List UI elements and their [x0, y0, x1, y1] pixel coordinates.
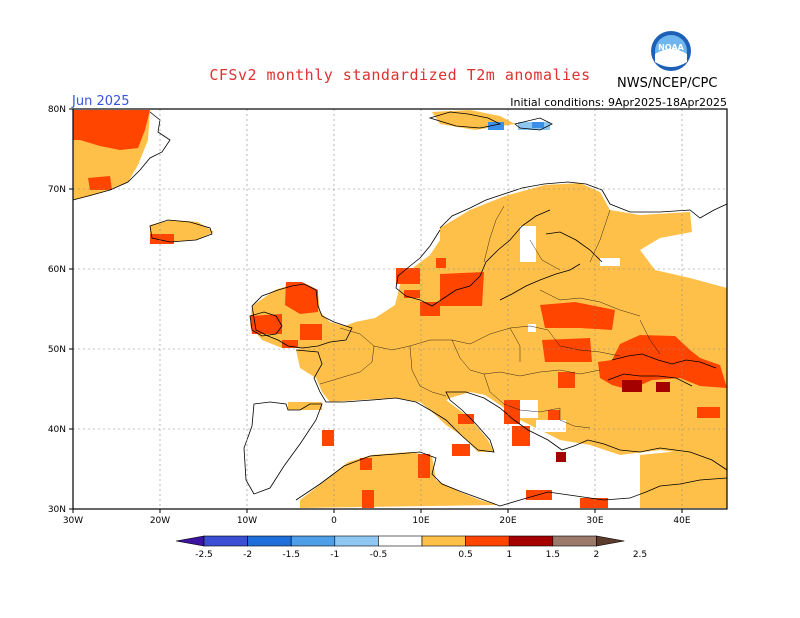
colorbar-label: 1	[506, 550, 512, 560]
colorbar-boxes	[175, 535, 625, 547]
map-title: CFSv2 monthly standardized T2m anomalies	[209, 66, 591, 84]
colorbar-box	[421, 535, 466, 547]
noaa-logo: NOAA	[651, 31, 691, 71]
colorbar-labels: -2.5 -2 -1.5 -1 -0.5 0.5 1 1.5 2 2.5	[195, 550, 647, 560]
colorbar-box	[508, 535, 554, 547]
map-frame	[72, 108, 728, 510]
lon-label: 40E	[673, 516, 690, 526]
lat-label: 60N	[48, 265, 66, 275]
tick-marks	[69, 108, 683, 513]
colorbar-label: -2	[243, 550, 252, 560]
svg-text:NOAA: NOAA	[658, 43, 684, 52]
colorbar-box	[465, 535, 510, 547]
colorbar-label: 2	[594, 550, 600, 560]
lat-label: 80N	[48, 105, 66, 115]
colorbar-label: -1	[330, 550, 339, 560]
lon-label: 10W	[237, 516, 257, 526]
agency-label: NWS/NCEP/CPC	[617, 76, 718, 91]
lon-label: 30E	[586, 516, 603, 526]
colorbar-arrow-right	[596, 535, 625, 547]
colorbar-box	[247, 535, 292, 547]
gridlines	[73, 109, 727, 509]
country-borders	[319, 205, 661, 429]
lon-label: 30W	[63, 516, 83, 526]
colorbar-box	[334, 535, 379, 547]
lat-label: 30N	[48, 505, 66, 515]
initial-conditions-label: Initial conditions: 9Apr2025-18Apr2025	[510, 96, 727, 109]
colorbar-label: 1.5	[546, 550, 560, 560]
lon-label: 20W	[150, 516, 170, 526]
colorbar-label: -0.5	[370, 550, 388, 560]
lon-label: 10E	[412, 516, 429, 526]
colorbar-label: 0.5	[458, 550, 472, 560]
coastlines	[72, 111, 728, 507]
colorbar-box	[552, 535, 597, 547]
colorbar-box	[290, 535, 336, 547]
month-label: Jun 2025	[72, 94, 130, 109]
colorbar-label: -2.5	[195, 550, 213, 560]
lat-label: 50N	[48, 345, 66, 355]
lat-label: 40N	[48, 425, 66, 435]
anomaly-layer-1	[73, 110, 727, 508]
colorbar-label: -1.5	[282, 550, 300, 560]
colorbar-box	[378, 535, 423, 547]
lat-label: 70N	[48, 185, 66, 195]
colorbar-box	[203, 535, 248, 547]
colorbar-label: 2.5	[633, 550, 647, 560]
lon-label: 0	[331, 516, 337, 526]
lon-label: 20E	[499, 516, 516, 526]
colorbar-arrow-left	[175, 535, 205, 547]
anomaly-layer-neg	[488, 122, 550, 130]
anomaly-layer-1-5	[556, 380, 670, 462]
